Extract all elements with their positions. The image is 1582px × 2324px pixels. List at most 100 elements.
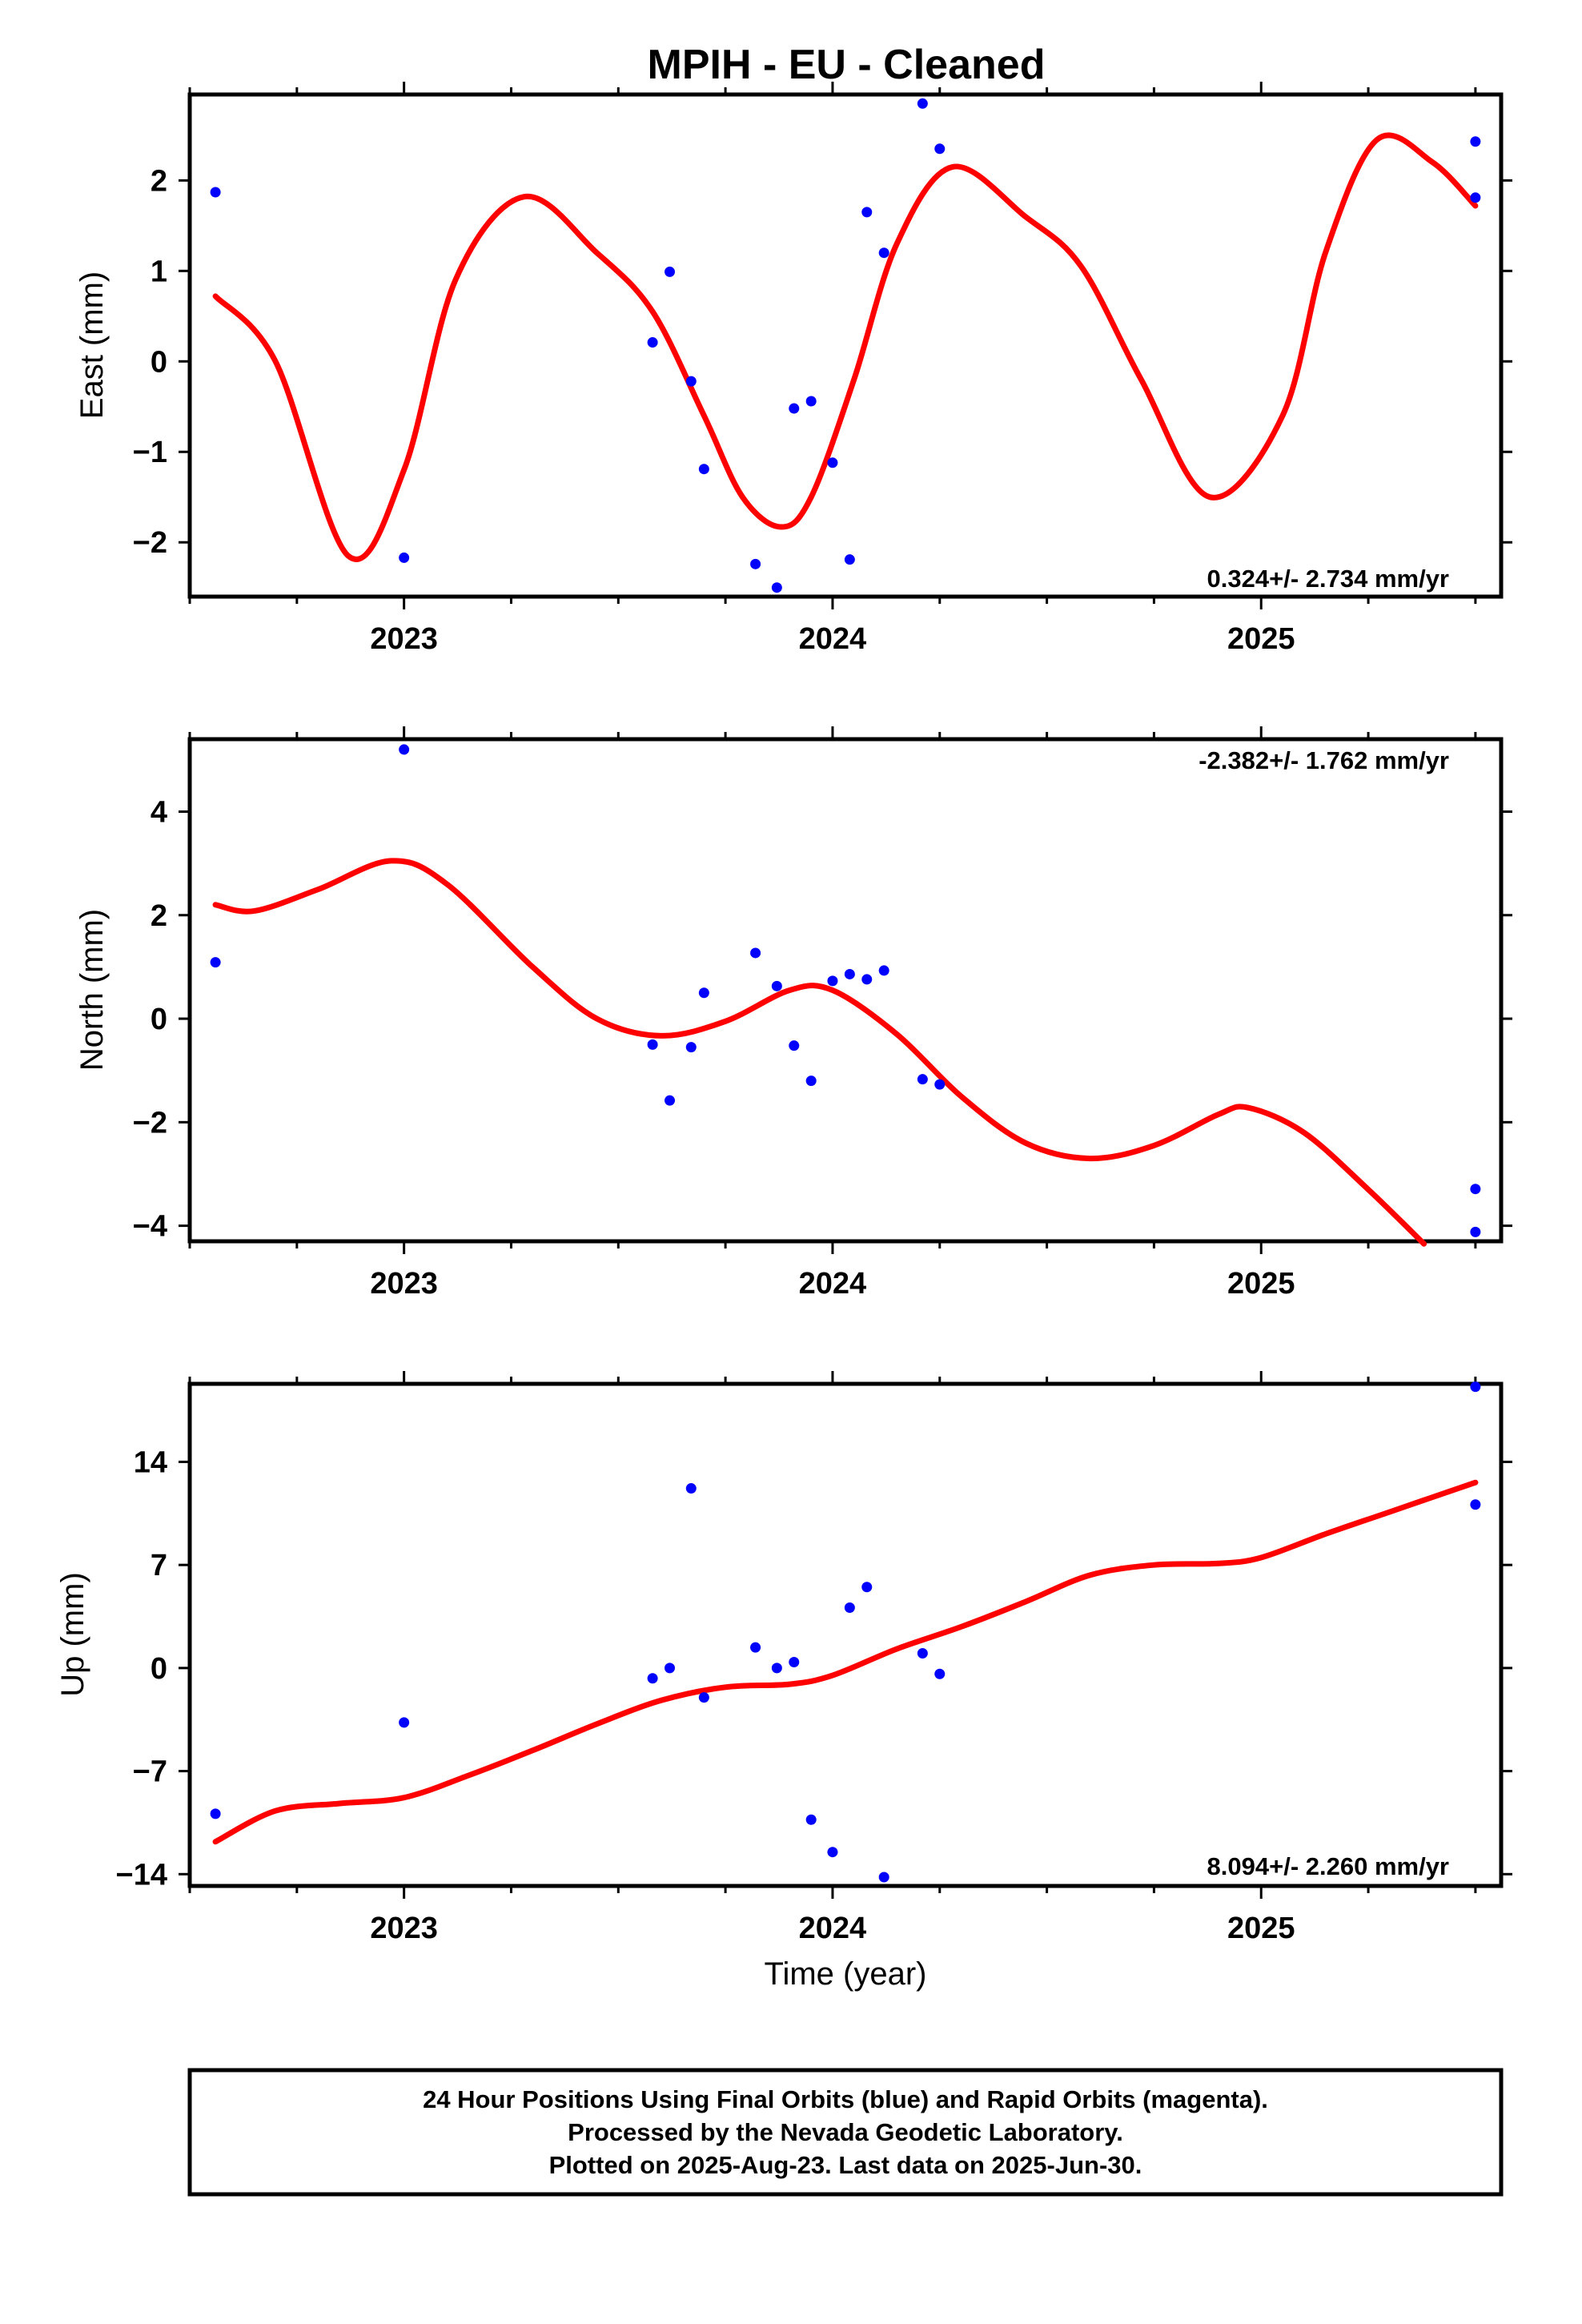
data-point bbox=[827, 1847, 838, 1858]
data-point bbox=[210, 957, 221, 968]
panel-up: 2023 2024 2025 −14 −7 0 7 14 Up (mm) 8.094+/- … bbox=[55, 1371, 1512, 1992]
panel-north-frame bbox=[187, 737, 1504, 1244]
panel-up-ticks bbox=[179, 1371, 1512, 1899]
footer-line-2: Processed by the Nevada Geodetic Laborat… bbox=[568, 2118, 1123, 2146]
data-point bbox=[878, 1872, 889, 1883]
y-tick-label: 0 bbox=[151, 1003, 167, 1036]
panel-north-points bbox=[210, 744, 1481, 1237]
data-point bbox=[399, 552, 410, 563]
data-point bbox=[698, 1692, 709, 1703]
data-point bbox=[771, 980, 782, 991]
x-tick-label: 2023 bbox=[370, 1267, 438, 1301]
chart-title: MPIH - EU - Cleaned bbox=[648, 42, 1046, 88]
y-tick-label: 2 bbox=[151, 899, 167, 933]
y-tick-label: 1 bbox=[151, 255, 167, 288]
x-tick-label: 2024 bbox=[799, 1912, 867, 1945]
y-tick-label: −4 bbox=[133, 1210, 167, 1244]
footer-box: 24 Hour Positions Using Final Orbits (bl… bbox=[187, 2068, 1504, 2197]
data-point bbox=[844, 1602, 855, 1613]
panel-east-ticks bbox=[179, 82, 1512, 609]
panel-north-ticks bbox=[179, 726, 1512, 1254]
data-point bbox=[789, 1040, 800, 1051]
data-point bbox=[789, 1657, 800, 1668]
data-point bbox=[685, 1042, 697, 1053]
y-tick-label: 4 bbox=[151, 795, 167, 829]
x-tick-label: 2023 bbox=[370, 622, 438, 656]
data-point bbox=[844, 554, 855, 565]
x-tick-label: 2025 bbox=[1227, 622, 1295, 656]
x-tick-label: 2024 bbox=[799, 622, 867, 656]
panel-up-points bbox=[210, 1381, 1481, 1883]
data-point bbox=[665, 1095, 676, 1106]
data-point bbox=[861, 974, 873, 985]
data-point bbox=[750, 1642, 761, 1653]
data-point bbox=[750, 558, 761, 569]
data-point bbox=[789, 403, 800, 414]
data-point bbox=[1470, 1381, 1481, 1393]
data-point bbox=[399, 1717, 410, 1728]
y-tick-label: 0 bbox=[151, 345, 167, 379]
data-point bbox=[698, 464, 709, 475]
data-point bbox=[805, 1076, 817, 1087]
panel-north-y-tick-labels: −4 −2 0 2 4 bbox=[133, 795, 167, 1243]
panel-north-x-tick-labels: 2023 2024 2025 bbox=[370, 1267, 1295, 1301]
data-point bbox=[1470, 1184, 1481, 1195]
panel-up-y-axis-label: Up (mm) bbox=[55, 1572, 90, 1697]
data-point bbox=[750, 947, 761, 959]
data-point bbox=[647, 1673, 658, 1684]
data-point bbox=[827, 457, 838, 468]
data-point bbox=[917, 98, 928, 109]
data-point bbox=[771, 582, 782, 593]
data-point bbox=[647, 1039, 658, 1050]
panel-east-frame bbox=[187, 92, 1504, 599]
panel-east: 2023 2024 2025 −2 −1 0 1 2 East (mm) 0.324+/- … bbox=[74, 82, 1512, 656]
data-point bbox=[917, 1074, 928, 1085]
data-point bbox=[685, 376, 697, 387]
panel-east-points bbox=[210, 98, 1481, 593]
data-point bbox=[210, 187, 221, 198]
panel-north-rate-label: -2.382+/- 1.762 mm/yr bbox=[1199, 746, 1449, 774]
data-point bbox=[665, 1663, 676, 1674]
panel-east-fit-line bbox=[212, 132, 1479, 562]
data-point bbox=[647, 337, 658, 348]
panel-up-fit-line bbox=[212, 1479, 1479, 1845]
data-point bbox=[917, 1647, 928, 1659]
x-axis-label: Time (year) bbox=[765, 1956, 927, 1992]
y-tick-label: −1 bbox=[133, 436, 167, 469]
data-point bbox=[771, 1663, 782, 1674]
panel-up-frame bbox=[187, 1381, 1504, 1888]
panel-east-x-tick-labels: 2023 2024 2025 bbox=[370, 622, 1295, 656]
y-tick-label: −7 bbox=[133, 1755, 167, 1789]
data-point bbox=[1470, 136, 1481, 147]
footer-frame bbox=[187, 2068, 1504, 2197]
panel-north: 2023 2024 2025 −4 −2 0 2 4 North (mm) -2.382+/… bbox=[74, 726, 1512, 1301]
x-tick-label: 2025 bbox=[1227, 1912, 1295, 1945]
y-tick-label: 0 bbox=[151, 1652, 167, 1686]
data-point bbox=[665, 266, 676, 277]
panel-east-y-axis-label: East (mm) bbox=[74, 271, 110, 419]
y-tick-label: −14 bbox=[116, 1858, 167, 1892]
data-point bbox=[805, 396, 817, 407]
y-tick-label: 14 bbox=[134, 1445, 167, 1479]
data-point bbox=[399, 744, 410, 755]
footer-line-3: Plotted on 2025-Aug-23. Last data on 202… bbox=[549, 2151, 1142, 2179]
panel-up-y-tick-labels: −14 −7 0 7 14 bbox=[116, 1445, 167, 1892]
panel-north-y-axis-label: North (mm) bbox=[74, 909, 110, 1071]
data-point bbox=[934, 1668, 946, 1679]
data-point bbox=[685, 1483, 697, 1494]
data-point bbox=[1470, 192, 1481, 203]
data-point bbox=[934, 1079, 946, 1090]
panel-east-y-tick-labels: −2 −1 0 1 2 bbox=[133, 164, 167, 560]
data-point bbox=[698, 987, 709, 999]
panel-up-x-tick-labels: 2023 2024 2025 bbox=[370, 1912, 1295, 1945]
panel-up-rate-label: 8.094+/- 2.260 mm/yr bbox=[1207, 1852, 1449, 1880]
data-point bbox=[878, 965, 889, 976]
x-tick-label: 2023 bbox=[370, 1912, 438, 1945]
data-point bbox=[805, 1814, 817, 1825]
data-point bbox=[1470, 1499, 1481, 1510]
data-point bbox=[1470, 1226, 1481, 1237]
panel-east-rate-label: 0.324+/- 2.734 mm/yr bbox=[1207, 565, 1449, 593]
x-tick-label: 2024 bbox=[799, 1267, 867, 1301]
y-tick-label: −2 bbox=[133, 1106, 167, 1140]
